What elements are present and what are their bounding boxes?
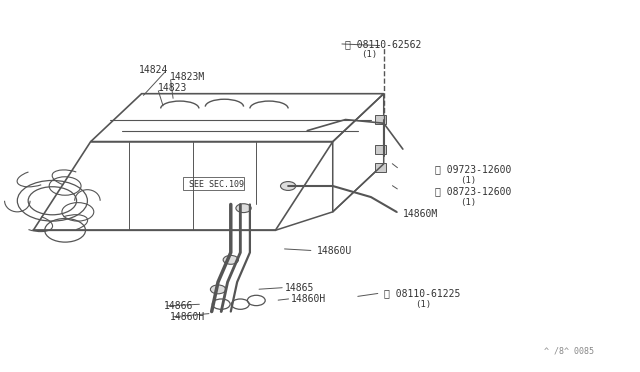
Text: ^ /8^ 0085: ^ /8^ 0085	[544, 347, 594, 356]
Text: 14866: 14866	[164, 301, 193, 311]
Circle shape	[223, 256, 239, 264]
Text: Ⓑ 08110-62562: Ⓑ 08110-62562	[346, 39, 422, 49]
Text: Ⓒ 09723-12600: Ⓒ 09723-12600	[435, 164, 511, 174]
Text: SEE SEC.109: SEE SEC.109	[189, 180, 244, 189]
Text: Ⓑ 08110-61225: Ⓑ 08110-61225	[384, 288, 460, 298]
Text: 14823M: 14823M	[170, 72, 205, 82]
FancyBboxPatch shape	[376, 115, 386, 124]
Text: Ⓒ 08723-12600: Ⓒ 08723-12600	[435, 186, 511, 196]
Text: 14823: 14823	[157, 83, 187, 93]
Text: (1): (1)	[362, 51, 378, 60]
Text: 14824: 14824	[138, 65, 168, 75]
FancyBboxPatch shape	[376, 163, 386, 172]
FancyBboxPatch shape	[376, 145, 386, 154]
Circle shape	[211, 285, 226, 294]
Circle shape	[236, 204, 251, 212]
Text: (1): (1)	[415, 300, 432, 309]
Text: 14865: 14865	[285, 283, 314, 292]
Text: 14860H: 14860H	[291, 294, 326, 304]
Text: (1): (1)	[460, 198, 476, 207]
Text: 14860M: 14860M	[403, 209, 438, 219]
Text: (1): (1)	[460, 176, 476, 185]
Circle shape	[280, 182, 296, 190]
Text: 14860H: 14860H	[170, 312, 205, 322]
Text: 14860U: 14860U	[317, 246, 352, 256]
